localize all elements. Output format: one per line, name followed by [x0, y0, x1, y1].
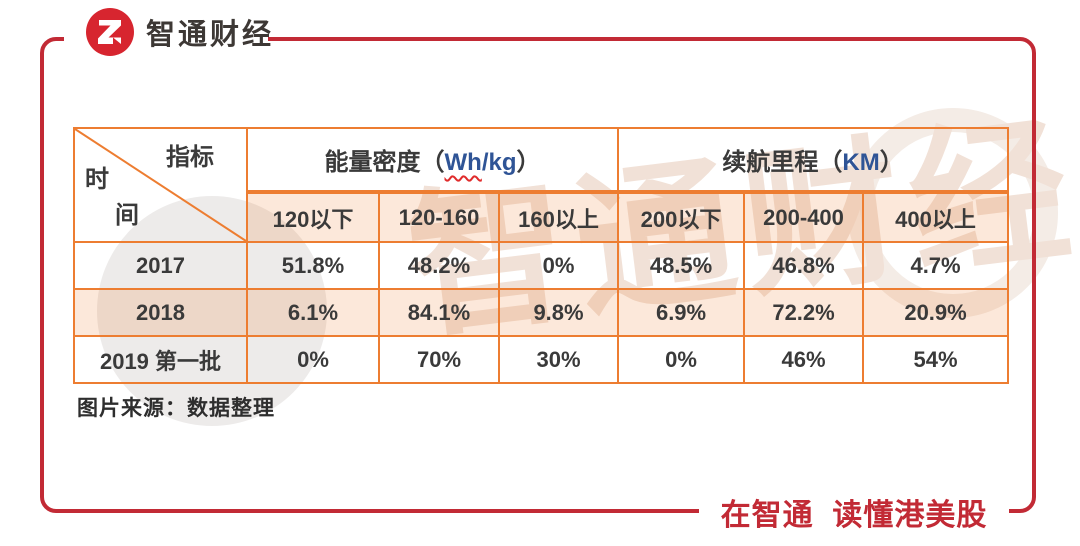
table-row-2018: 2018 6.1% 84.1% 9.8% 6.9% 72.2% 20.9%	[73, 288, 1010, 337]
source-caption: 图片来源：数据整理	[77, 397, 275, 420]
table-cell: 4.7%	[862, 241, 1010, 290]
brand-slogan: 在智通 读懂港美股	[699, 492, 1009, 540]
group-header-energy-density: 能量密度（Wh/kg）	[245, 127, 620, 194]
row-label: 2018	[73, 288, 248, 337]
row-label: 2017	[73, 241, 248, 290]
table-row-2017: 2017 51.8% 48.2% 0% 48.5% 46.8% 4.7%	[73, 241, 1010, 290]
corner-label-indicator: 指标	[166, 144, 214, 171]
table-cell: 30%	[497, 335, 620, 384]
table-cell: 46.8%	[743, 241, 865, 290]
zhitong-logo-icon	[86, 8, 134, 56]
table-cell: 6.9%	[617, 288, 746, 337]
table-cell: 54%	[862, 335, 1010, 384]
group1-paren-open: （	[420, 149, 445, 176]
group2-paren-close: ）	[879, 149, 904, 176]
table-cell: 51.8%	[246, 241, 380, 290]
subheader-cell: 200以下	[617, 191, 746, 243]
group2-unit-km: KM	[842, 149, 880, 176]
group2-title: 续航里程	[722, 149, 819, 176]
table-corner-cell: 指标 时 间	[73, 127, 248, 243]
table-cell: 0%	[246, 335, 380, 384]
table-group-header-row: 指标 时 间 能量密度（Wh/kg） 续航里程（KM）	[73, 127, 1010, 243]
table-cell: 0%	[617, 335, 746, 384]
row-label: 2019 第一批	[73, 335, 248, 384]
group-header-driving-range: 续航里程（KM）	[617, 127, 1010, 194]
table-cell: 84.1%	[378, 288, 500, 337]
subheader-cell: 400以上	[862, 191, 1010, 243]
table-cell: 48.5%	[617, 241, 746, 290]
table-cell: 70%	[378, 335, 500, 384]
group1-unit-wh: Wh	[444, 149, 482, 176]
subheader-cell: 120-160	[378, 191, 500, 243]
subheader-cell: 200-400	[743, 191, 865, 243]
table-cell: 48.2%	[378, 241, 500, 290]
table-cell: 20.9%	[862, 288, 1010, 337]
table-cell: 46%	[743, 335, 865, 384]
table-cell: 6.1%	[246, 288, 380, 337]
table-row-2019-batch1: 2019 第一批 0% 70% 30% 0% 46% 54%	[73, 335, 1010, 384]
corner-label-time-1: 时	[85, 166, 109, 193]
table-cell: 72.2%	[743, 288, 865, 337]
group2-paren-open: （	[818, 149, 843, 176]
slogan-text: 在智通 读懂港美股	[720, 499, 988, 532]
brand-logo: 智通财经	[64, 0, 271, 64]
subheader-cell: 160以上	[497, 191, 620, 243]
group1-paren-close: ）	[516, 149, 541, 176]
table-cell: 0%	[497, 241, 620, 290]
group1-unit-kg: /kg	[481, 149, 517, 176]
table-cell: 9.8%	[497, 288, 620, 337]
brand-name: 智通财经	[146, 19, 275, 51]
data-table: 指标 时 间 能量密度（Wh/kg） 续航里程（KM） 120以下 120-16…	[73, 127, 1010, 384]
subheader-cell: 120以下	[246, 191, 380, 243]
corner-label-time-2: 间	[115, 202, 139, 229]
group1-title: 能量密度	[324, 149, 421, 176]
